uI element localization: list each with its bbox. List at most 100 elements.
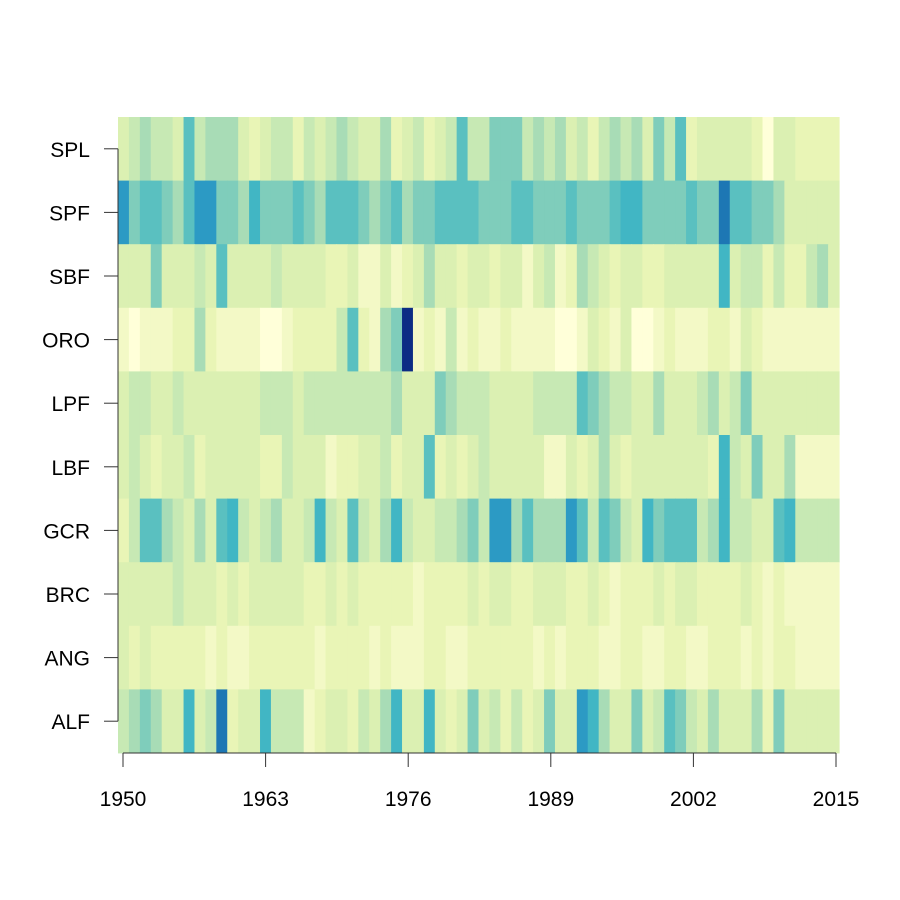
- heatmap-cell-spl-2009: [762, 117, 775, 181]
- heatmap-cell-sbf-1977: [412, 244, 425, 309]
- heatmap-cell-sbf-1969: [325, 244, 338, 309]
- heatmap-cell-alf-2003: [696, 689, 709, 754]
- heatmap-cell-gcr-1992: [576, 498, 589, 563]
- heatmap-cell-lpf-1991: [565, 371, 578, 436]
- heatmap-cell-brc-2002: [686, 562, 698, 627]
- heatmap-cell-sbf-2013: [806, 244, 818, 309]
- heatmap-cell-oro-1970: [336, 307, 348, 372]
- heatmap-cell-ang-2012: [795, 625, 807, 690]
- y-tick-label-lpf: LPF: [51, 393, 90, 416]
- heatmap-cell-gcr-1974: [380, 498, 392, 563]
- heatmap-cell-lpf-1977: [412, 371, 425, 436]
- heatmap-cell-lbf-2007: [740, 435, 753, 499]
- heatmap-cell-spf-1980: [445, 180, 458, 245]
- heatmap-cell-alf-1963: [260, 689, 272, 754]
- heatmap-cell-lpf-2011: [784, 371, 796, 436]
- heatmap-cell-alf-1986: [511, 689, 523, 754]
- heatmap-cell-oro-2008: [751, 307, 764, 372]
- heatmap-cell-gcr-1987: [522, 498, 534, 563]
- heatmap-cell-lbf-1956: [183, 435, 196, 499]
- heatmap-cell-spl-2006: [729, 117, 742, 181]
- heatmap-cell-sbf-1961: [238, 244, 250, 309]
- heatmap-cell-ang-1978: [423, 625, 436, 690]
- heatmap-cell-sbf-2014: [817, 244, 829, 309]
- heatmap-cell-lpf-1978: [423, 371, 436, 436]
- heatmap-cell-spl-1952: [139, 117, 152, 181]
- heatmap-cell-oro-1976: [402, 307, 414, 372]
- heatmap-cell-brc-1956: [183, 562, 196, 627]
- heatmap-cell-brc-1961: [238, 562, 250, 627]
- heatmap-cell-alf-1988: [533, 689, 545, 754]
- heatmap-cell-oro-1950: [118, 307, 130, 372]
- heatmap-cell-spf-1982: [467, 180, 480, 245]
- heatmap-cell-sbf-1963: [260, 244, 272, 309]
- heatmap-cell-ang-2014: [817, 625, 829, 690]
- heatmap-cell-ang-1960: [227, 625, 239, 690]
- heatmap-cell-ang-1962: [249, 625, 261, 690]
- heatmap-cell-spf-1997: [631, 180, 643, 245]
- heatmap-cell-lpf-2006: [729, 371, 742, 436]
- heatmap-cell-sbf-1960: [227, 244, 239, 309]
- heatmap-cell-lpf-1988: [533, 371, 545, 436]
- heatmap-cell-gcr-2014: [817, 498, 829, 563]
- heatmap-cell-sbf-2009: [762, 244, 775, 309]
- heatmap-cell-ang-1998: [642, 625, 654, 690]
- heatmap-cell-brc-1955: [172, 562, 185, 627]
- heatmap-cell-alf-1952: [139, 689, 152, 754]
- heatmap-cell-sbf-1996: [620, 244, 633, 309]
- heatmap-cell-gcr-1970: [336, 498, 348, 563]
- heatmap-cell-lbf-1983: [478, 435, 491, 499]
- heatmap-cell-ang-1966: [292, 625, 305, 690]
- heatmap-cell-gcr-1988: [533, 498, 545, 563]
- heatmap-cell-spf-2013: [806, 180, 818, 245]
- heatmap-cell-brc-1981: [456, 562, 469, 627]
- heatmap-cell-alf-1954: [161, 689, 174, 754]
- heatmap-cell-gcr-2011: [784, 498, 796, 563]
- heatmap-cell-spl-1998: [642, 117, 654, 181]
- heatmap-cell-spf-1962: [249, 180, 261, 245]
- heatmap-cell-lbf-1968: [314, 435, 327, 499]
- heatmap-cell-spf-1988: [533, 180, 545, 245]
- heatmap-cell-spl-1968: [314, 117, 327, 181]
- heatmap-cell-alf-1965: [281, 689, 294, 754]
- y-tick-label-spf: SPF: [49, 202, 90, 225]
- heatmap-cell-spl-1987: [522, 117, 534, 181]
- heatmap-cell-spf-1981: [456, 180, 469, 245]
- heatmap-cell-brc-1987: [522, 562, 534, 627]
- heatmap-cell-alf-1992: [576, 689, 589, 754]
- heatmap-cell-ang-1979: [434, 625, 447, 690]
- heatmap-cell-oro-1981: [456, 307, 469, 372]
- heatmap-cell-brc-1979: [434, 562, 447, 627]
- heatmap-cell-brc-1967: [303, 562, 316, 627]
- heatmap-cell-gcr-2013: [806, 498, 818, 563]
- heatmap-cell-lpf-2014: [817, 371, 829, 436]
- heatmap-cell-spl-2003: [696, 117, 709, 181]
- heatmap-cell-sbf-1985: [500, 244, 512, 309]
- heatmap-cell-alf-1990: [554, 689, 567, 754]
- heatmap-cell-brc-2001: [675, 562, 687, 627]
- heatmap-cell-lbf-1971: [347, 435, 359, 499]
- heatmap-cell-sbf-1971: [347, 244, 359, 309]
- heatmap-cell-spf-1960: [227, 180, 239, 245]
- heatmap-cell-lbf-1977: [412, 435, 425, 499]
- heatmap-cell-gcr-1960: [227, 498, 239, 563]
- heatmap-cell-brc-1984: [489, 562, 501, 627]
- heatmap-cell-alf-2006: [729, 689, 742, 754]
- heatmap-cell-oro-1987: [522, 307, 534, 372]
- heatmap-cell-spl-1976: [402, 117, 414, 181]
- heatmap-cell-ang-2003: [696, 625, 709, 690]
- heatmap-cell-brc-1964: [270, 562, 283, 627]
- x-tick-label-1963: 1963: [242, 788, 289, 811]
- heatmap-cell-spl-1993: [587, 117, 600, 181]
- heatmap-cell-sbf-1979: [434, 244, 447, 309]
- heatmap-cell-alf-1953: [150, 689, 163, 754]
- heatmap-cell-alf-1962: [249, 689, 261, 754]
- heatmap-cell-sbf-2011: [784, 244, 796, 309]
- heatmap-cell-lbf-2004: [707, 435, 720, 499]
- heatmap-cell-oro-1965: [281, 307, 294, 372]
- heatmap-cell-spf-1990: [554, 180, 567, 245]
- heatmap-cell-sbf-2002: [686, 244, 698, 309]
- heatmap-cell-spf-1998: [642, 180, 654, 245]
- heatmap-cell-gcr-1999: [653, 498, 665, 563]
- heatmap-cell-ang-1988: [533, 625, 545, 690]
